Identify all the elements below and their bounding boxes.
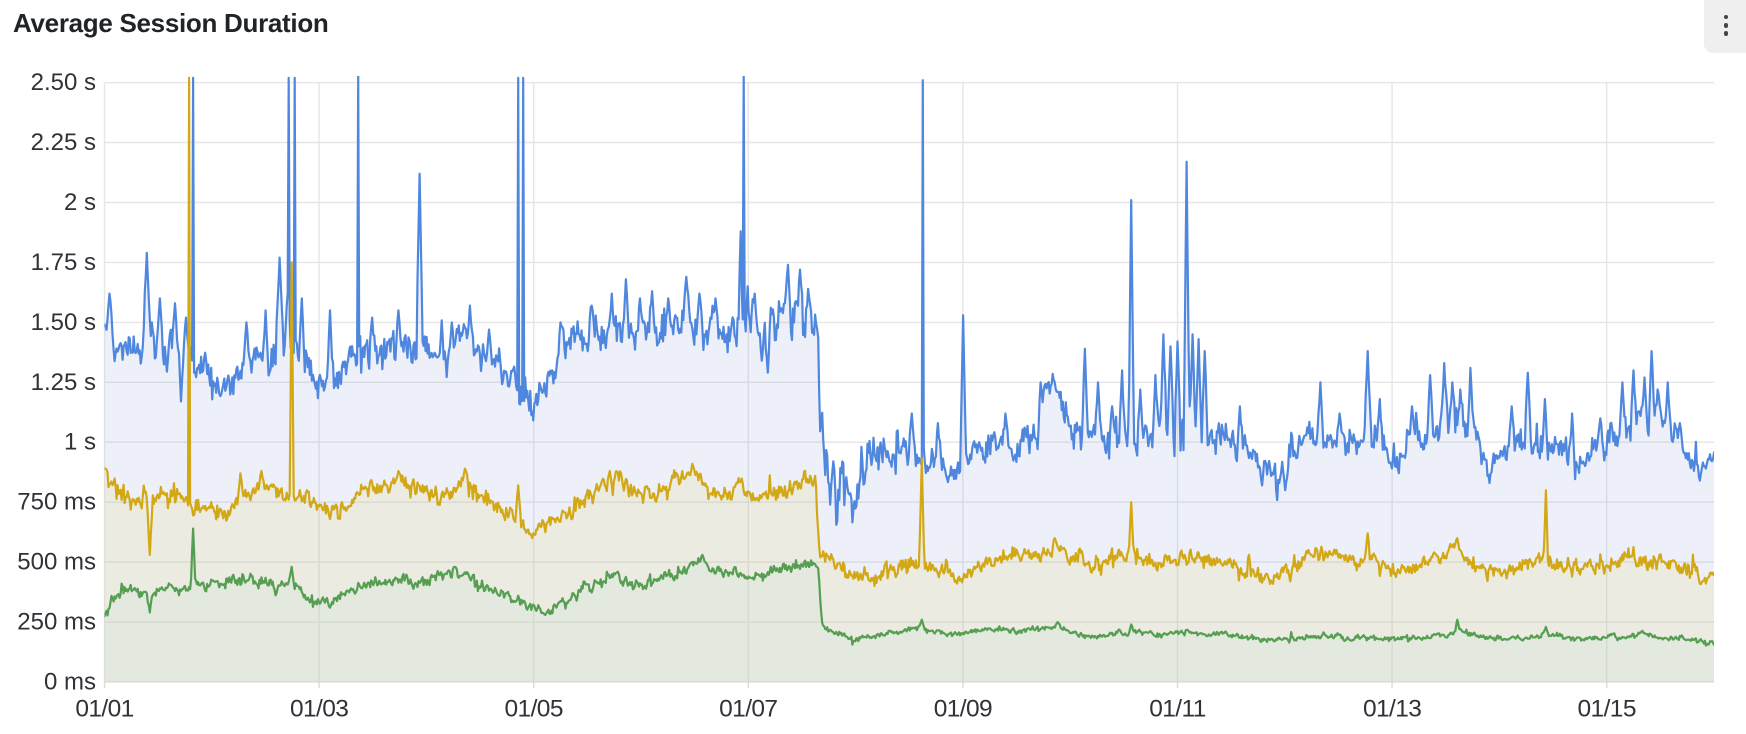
svg-text:01/05: 01/05 [505, 696, 563, 723]
svg-text:01/07: 01/07 [719, 696, 777, 723]
svg-text:2.25 s: 2.25 s [31, 129, 96, 156]
svg-text:2 s: 2 s [64, 189, 96, 216]
svg-text:750 ms: 750 ms [17, 489, 96, 516]
svg-text:1.25 s: 1.25 s [31, 369, 96, 396]
svg-text:500 ms: 500 ms [17, 549, 96, 576]
svg-text:0 ms: 0 ms [44, 669, 96, 696]
svg-text:01/01: 01/01 [75, 696, 133, 723]
svg-text:1 s: 1 s [64, 429, 96, 456]
svg-text:01/03: 01/03 [290, 696, 348, 723]
svg-text:250 ms: 250 ms [17, 609, 96, 636]
svg-text:1.75 s: 1.75 s [31, 249, 96, 276]
svg-text:01/13: 01/13 [1363, 696, 1421, 723]
svg-text:1.50 s: 1.50 s [31, 309, 96, 336]
svg-text:2.50 s: 2.50 s [31, 69, 96, 96]
svg-text:01/15: 01/15 [1578, 696, 1636, 723]
svg-text:01/11: 01/11 [1149, 696, 1206, 723]
svg-text:01/09: 01/09 [934, 696, 992, 723]
